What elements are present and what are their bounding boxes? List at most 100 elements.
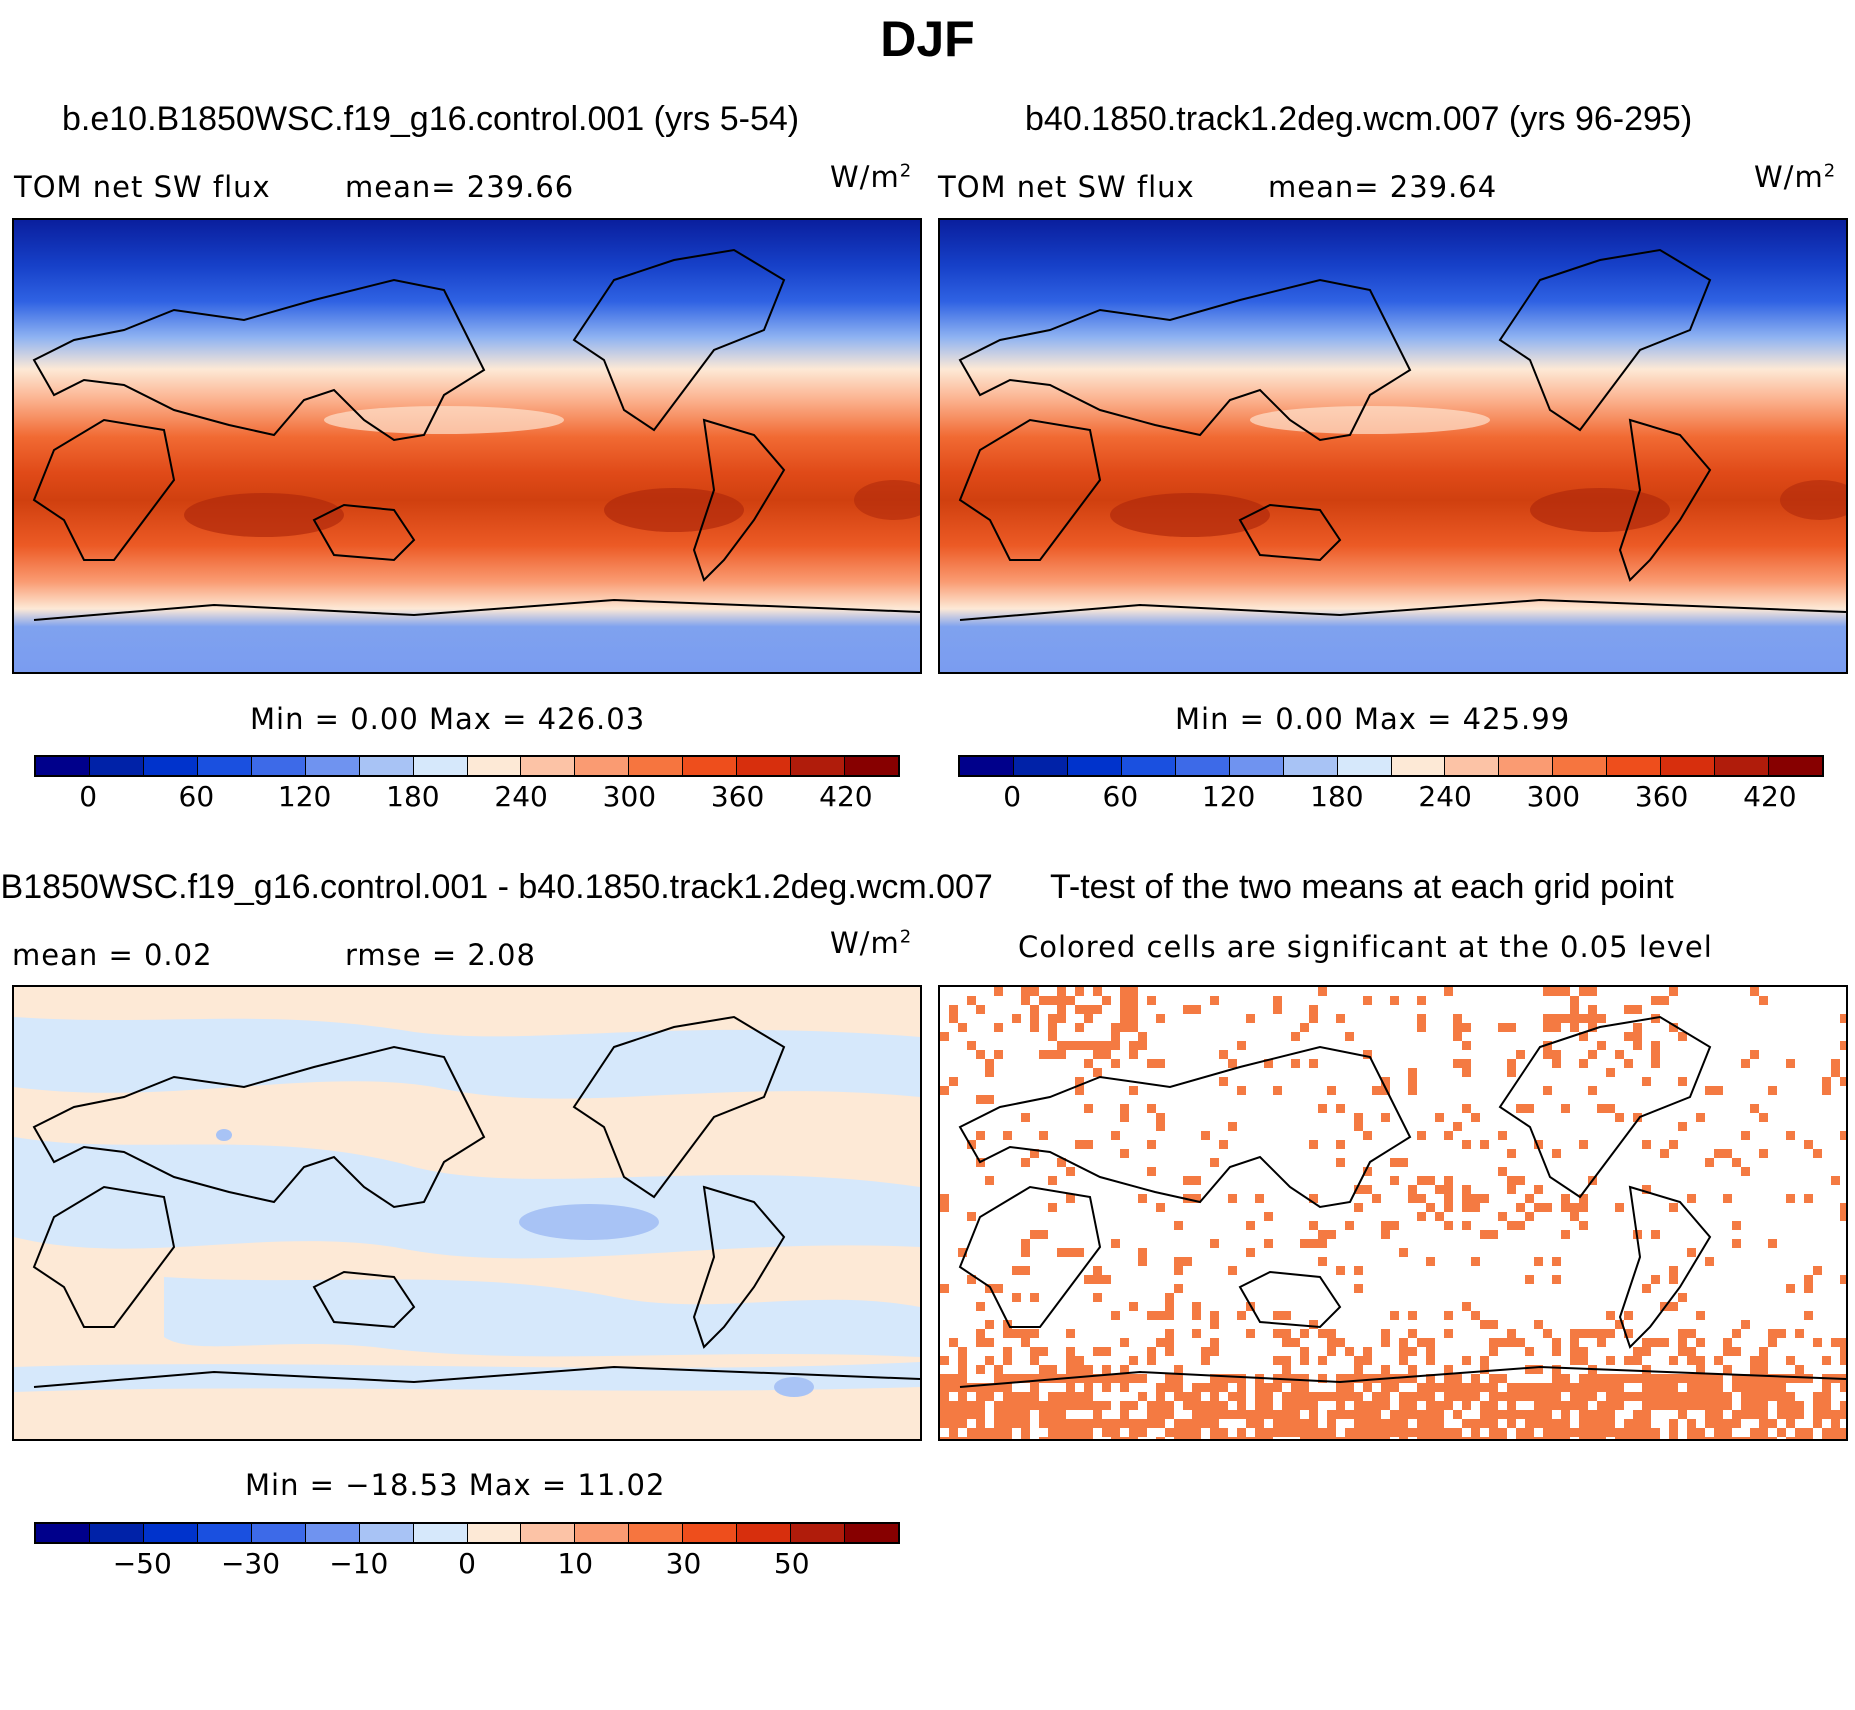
significant-cell	[1030, 1383, 1039, 1392]
significant-cell	[1489, 1383, 1498, 1392]
significant-cell	[1354, 1122, 1363, 1131]
significant-cell	[1714, 1149, 1723, 1158]
significant-cell	[1462, 1302, 1471, 1311]
significant-cell	[1615, 1383, 1624, 1392]
significant-cell	[1714, 1401, 1723, 1410]
significant-cell	[1039, 1401, 1048, 1410]
significant-cell	[1084, 1059, 1093, 1068]
significant-cell	[1561, 1401, 1570, 1410]
significant-cell	[1282, 1365, 1291, 1374]
significant-cell	[1165, 1329, 1174, 1338]
significant-cell	[1579, 1437, 1588, 1439]
significant-cell	[1489, 1347, 1498, 1356]
significant-cell	[1327, 1428, 1336, 1437]
significant-cell	[1462, 1140, 1471, 1149]
significant-cell	[1768, 1086, 1777, 1095]
significant-cell	[1759, 1113, 1768, 1122]
significant-cell	[1651, 1050, 1660, 1059]
significant-cell	[949, 1437, 958, 1439]
significant-cell	[1516, 1410, 1525, 1419]
significant-cell	[1633, 1410, 1642, 1419]
significant-cell	[1246, 1248, 1255, 1257]
significant-cell	[1192, 1176, 1201, 1185]
significant-cell	[1525, 1275, 1534, 1284]
significant-cell	[1048, 996, 1057, 1005]
significant-cell	[1696, 1374, 1705, 1383]
significant-cell	[1255, 1194, 1264, 1203]
significant-cell	[1822, 1383, 1831, 1392]
significant-cell	[1300, 1383, 1309, 1392]
significant-cell	[1444, 1185, 1453, 1194]
significant-cell	[1318, 987, 1327, 996]
significant-cell	[1669, 1356, 1678, 1365]
significant-cell	[1741, 1167, 1750, 1176]
significant-cell	[1012, 1392, 1021, 1401]
significant-cell	[1417, 1428, 1426, 1437]
significant-cell	[1462, 1068, 1471, 1077]
significant-cell	[1624, 1356, 1633, 1365]
significant-cell	[1120, 1113, 1129, 1122]
significant-cell	[1561, 1410, 1570, 1419]
significant-cell	[1408, 1086, 1417, 1095]
significant-cell	[1552, 1149, 1561, 1158]
significant-cell	[1183, 1437, 1192, 1439]
significant-cell	[1048, 1203, 1057, 1212]
significant-cell	[1471, 1194, 1480, 1203]
significant-cell	[1750, 1437, 1759, 1439]
significant-cell	[1255, 1410, 1264, 1419]
significant-cell	[1120, 996, 1129, 1005]
significant-cell	[1606, 1428, 1615, 1437]
significant-cell	[1651, 1401, 1660, 1410]
significant-cell	[1444, 1365, 1453, 1374]
significant-cell	[1597, 1410, 1606, 1419]
significant-cell	[958, 1401, 967, 1410]
significant-cell	[1750, 1383, 1759, 1392]
significant-cell	[1030, 1230, 1039, 1239]
significant-cell	[1606, 1401, 1615, 1410]
significant-cell	[1192, 1302, 1201, 1311]
significant-cell	[1183, 1005, 1192, 1014]
significant-cell	[1075, 1428, 1084, 1437]
significant-cell	[1642, 1428, 1651, 1437]
significant-cell	[1048, 1050, 1057, 1059]
significant-cell	[1156, 1419, 1165, 1428]
significant-cell	[1291, 1401, 1300, 1410]
significant-cell	[1408, 1077, 1417, 1086]
significant-cell	[1552, 1014, 1561, 1023]
significant-cell	[1057, 1437, 1066, 1439]
significant-cell	[1669, 1140, 1678, 1149]
significant-cell	[1615, 1113, 1624, 1122]
significant-cell	[949, 1338, 958, 1347]
significant-cell	[1597, 1014, 1606, 1023]
significant-cell	[1219, 1383, 1228, 1392]
colorbar-box	[143, 757, 198, 775]
significant-cell	[1039, 1374, 1048, 1383]
significant-cell	[1174, 1257, 1183, 1266]
significant-cell	[1543, 1419, 1552, 1428]
significant-cell	[1534, 1140, 1543, 1149]
significant-cell	[1075, 1077, 1084, 1086]
significant-cell	[1462, 1356, 1471, 1365]
significant-cell	[1318, 1374, 1327, 1383]
significant-cell	[1354, 1437, 1363, 1439]
significant-cell	[958, 1419, 967, 1428]
significant-cell	[1120, 1149, 1129, 1158]
significant-cell	[1039, 1230, 1048, 1239]
panel1-minmax: Min = 0.00 Max = 426.03	[250, 702, 646, 736]
significant-cell	[1588, 1383, 1597, 1392]
significant-cell	[1327, 1329, 1336, 1338]
significant-cell	[1210, 1401, 1219, 1410]
significant-cell	[1075, 1086, 1084, 1095]
significant-cell	[1030, 1329, 1039, 1338]
significant-cell	[967, 996, 976, 1005]
significant-cell	[1057, 1158, 1066, 1167]
significant-cell	[1057, 1005, 1066, 1014]
significant-cell	[1183, 1428, 1192, 1437]
significant-cell	[1417, 1014, 1426, 1023]
significant-cell	[1282, 1428, 1291, 1437]
significant-cell	[1579, 1347, 1588, 1356]
significant-cell	[1021, 1239, 1030, 1248]
significant-cell	[1057, 1014, 1066, 1023]
significant-cell	[1237, 1401, 1246, 1410]
significant-cell	[1336, 1383, 1345, 1392]
